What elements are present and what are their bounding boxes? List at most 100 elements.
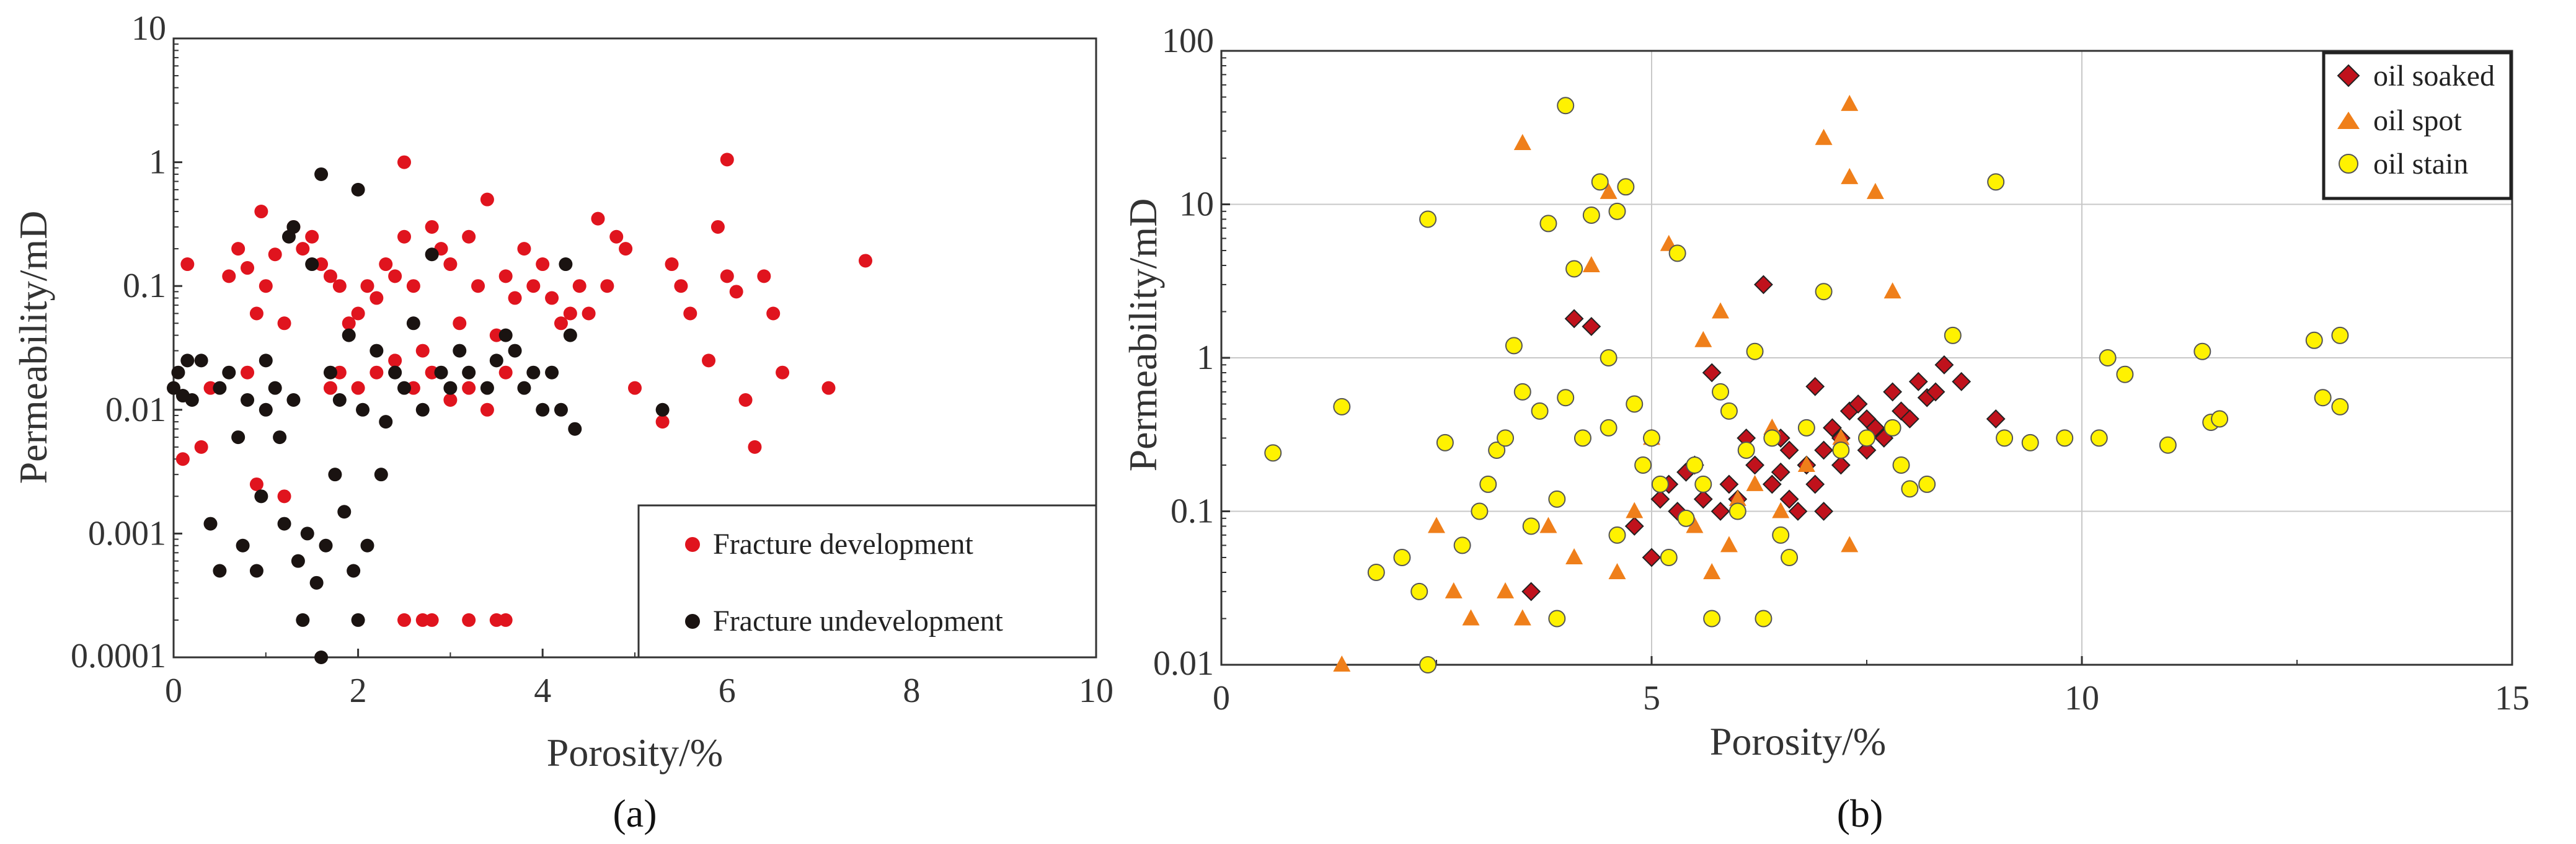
data-point-fracture-development xyxy=(545,291,559,305)
data-point-oil-stain xyxy=(1410,582,1428,600)
data-point-oil-spot xyxy=(1728,489,1746,506)
data-point-oil-stain xyxy=(1608,202,1626,220)
data-point-fracture-development xyxy=(241,365,255,380)
chart-b-x-tick-label: 10 xyxy=(2065,679,2099,717)
data-point-fracture-development xyxy=(241,261,255,275)
data-point-oil-spot xyxy=(1445,582,1463,598)
data-point-oil-spot xyxy=(1720,536,1738,553)
data-point-oil-soaked xyxy=(1771,462,1790,482)
chart-a-x-tick-label: 8 xyxy=(903,672,920,710)
data-point-oil-soaked xyxy=(1805,376,1825,396)
legend-swatch-fracture-development xyxy=(685,537,700,552)
data-point-oil-stain xyxy=(1746,342,1764,360)
data-point-oil-stain xyxy=(1634,456,1652,474)
data-point-oil-stain xyxy=(1626,395,1644,413)
data-point-oil-stain xyxy=(1643,429,1660,447)
data-point-fracture-undevelopment xyxy=(406,316,420,331)
data-point-fracture-development xyxy=(702,353,716,368)
data-point-fracture-development xyxy=(388,269,402,283)
data-point-oil-stain xyxy=(1591,173,1609,191)
data-point-fracture-undevelopment xyxy=(536,402,550,417)
data-point-fracture-undevelopment xyxy=(314,167,329,181)
data-point-oil-stain xyxy=(1892,456,1910,474)
data-point-fracture-development xyxy=(323,269,337,283)
data-point-fracture-development xyxy=(655,415,670,429)
data-point-fracture-undevelopment xyxy=(370,344,384,358)
data-point-fracture-development xyxy=(821,381,836,395)
data-point-fracture-development xyxy=(665,257,679,272)
data-point-oil-soaked xyxy=(1814,502,1834,521)
data-point-oil-stain xyxy=(1694,475,1712,493)
data-point-oil-stain xyxy=(1367,563,1385,581)
data-point-fracture-development xyxy=(738,393,753,407)
chart-a-x-tick-label: 0 xyxy=(165,672,182,710)
data-point-oil-spot xyxy=(1712,302,1730,319)
data-point-oil-stain xyxy=(2314,389,2332,407)
data-point-fracture-development xyxy=(766,306,781,321)
data-point-fracture-undevelopment xyxy=(379,415,393,429)
data-point-fracture-undevelopment xyxy=(332,393,347,407)
data-point-oil-stain xyxy=(2211,410,2229,428)
data-point-oil-spot xyxy=(1746,474,1764,491)
legend-label-oil-soaked: oil soaked xyxy=(2373,60,2495,92)
data-point-oil-soaked xyxy=(1883,382,1903,402)
data-point-fracture-development xyxy=(305,229,319,244)
chart-a-points xyxy=(167,153,872,664)
chart-b-x-label: Porosity/% xyxy=(1710,719,1886,763)
chart-b-y-tick-label: 10 xyxy=(1179,185,1214,224)
data-point-fracture-undevelopment xyxy=(273,430,287,445)
data-point-fracture-development xyxy=(498,365,513,380)
data-point-fracture-undevelopment xyxy=(167,381,180,395)
data-point-fracture-undevelopment xyxy=(425,247,439,262)
data-point-fracture-development xyxy=(591,211,605,226)
data-point-oil-stain xyxy=(2331,398,2349,415)
data-point-fracture-undevelopment xyxy=(254,489,268,504)
data-point-fracture-undevelopment xyxy=(296,613,310,627)
chart-a-x-tick-label: 2 xyxy=(350,672,367,710)
data-point-oil-spot xyxy=(1539,517,1557,533)
data-point-oil-stain xyxy=(1703,610,1721,628)
data-point-oil-spot xyxy=(1841,94,1859,111)
data-point-oil-stain xyxy=(1728,502,1746,520)
data-point-oil-stain xyxy=(1548,610,1566,628)
data-point-fracture-undevelopment xyxy=(286,220,301,234)
data-point-fracture-development xyxy=(296,242,310,256)
data-point-fracture-development xyxy=(859,254,872,268)
legend-swatch-oil-soaked xyxy=(2337,64,2360,87)
chart-a-legend-box xyxy=(637,504,1097,659)
chart-b: 100 10 1 0.1 0.01 0 5 10 15 Porosity/% Permeabi… xyxy=(1121,22,2530,835)
data-point-fracture-development xyxy=(609,229,624,244)
data-point-oil-soaked xyxy=(1642,548,1662,567)
data-point-oil-spot xyxy=(1333,655,1351,672)
data-point-fracture-development xyxy=(462,229,476,244)
data-point-oil-spot xyxy=(1832,429,1850,445)
data-point-oil-soaked xyxy=(1711,502,1730,521)
data-point-fracture-development xyxy=(332,279,347,293)
data-point-oil-stain xyxy=(1668,244,1686,262)
data-point-fracture-undevelopment xyxy=(351,613,365,627)
data-point-fracture-undevelopment xyxy=(203,517,218,531)
data-point-fracture-development xyxy=(194,440,208,454)
data-point-oil-stain xyxy=(1582,206,1600,224)
data-point-fracture-undevelopment xyxy=(323,365,337,380)
data-point-oil-soaked xyxy=(1823,418,1842,438)
data-point-fracture-undevelopment xyxy=(231,430,246,445)
chart-a-y-tick-label: 0.0001 xyxy=(71,637,166,675)
data-point-fracture-undevelopment xyxy=(342,328,356,342)
data-point-fracture-undevelopment xyxy=(213,381,227,395)
data-point-oil-stain xyxy=(1548,490,1566,508)
data-point-oil-stain xyxy=(1883,419,1901,437)
data-point-oil-spot xyxy=(1462,609,1480,626)
legend-label-fracture-development: Fracture development xyxy=(713,528,974,561)
data-point-fracture-development xyxy=(748,440,762,454)
data-point-fracture-undevelopment xyxy=(277,517,291,531)
data-point-fracture-undevelopment xyxy=(360,538,374,553)
data-point-fracture-development xyxy=(397,613,411,627)
data-point-fracture-development xyxy=(443,257,458,272)
data-point-fracture-development xyxy=(277,316,291,331)
data-point-oil-soaked xyxy=(1831,455,1851,475)
data-point-fracture-development xyxy=(406,279,420,293)
data-point-fracture-undevelopment xyxy=(563,328,577,342)
data-point-fracture-undevelopment xyxy=(337,505,352,519)
